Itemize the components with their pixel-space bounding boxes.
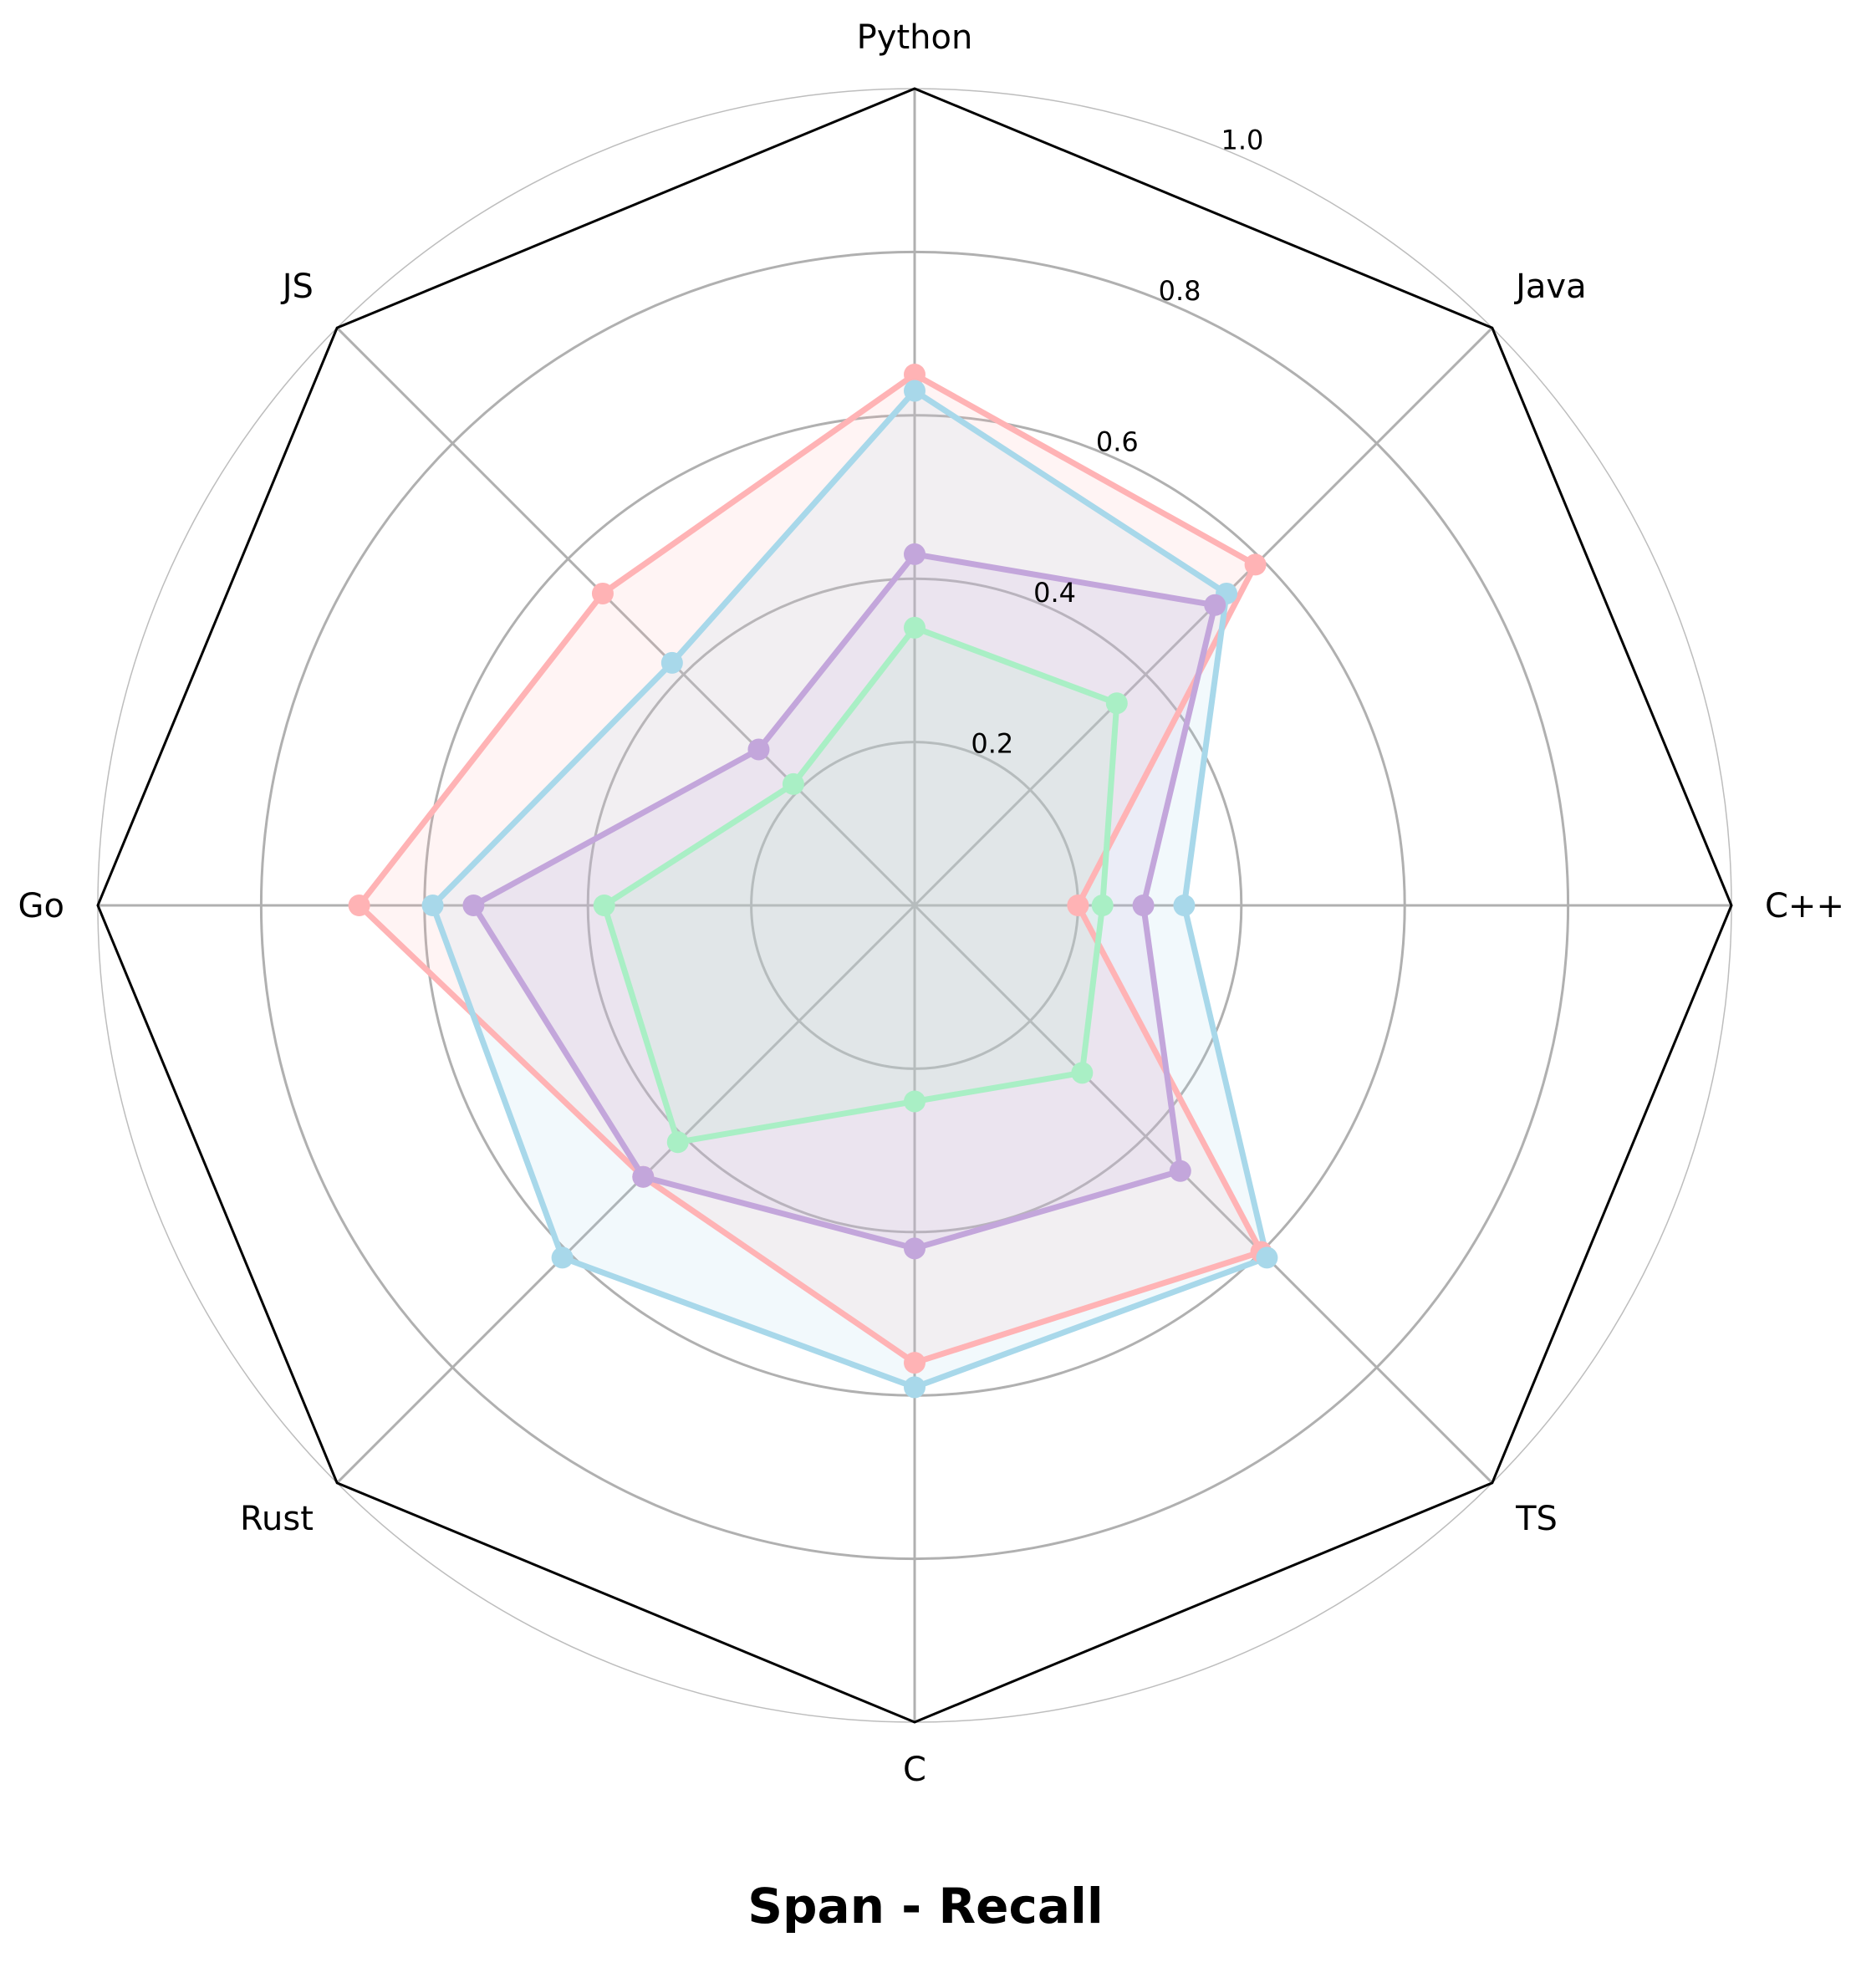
axis-label-java: Java xyxy=(1513,268,1587,306)
series-3-area xyxy=(604,627,1117,1143)
axis-label-rust: Rust xyxy=(240,1500,314,1538)
series-0-point-2 xyxy=(1067,895,1089,916)
r-tick-label-2: 0.6 xyxy=(1096,426,1139,457)
axis-label-go: Go xyxy=(18,887,64,925)
spoke-3 xyxy=(913,904,1493,1484)
r-tick-label-3: 0.8 xyxy=(1159,275,1201,307)
radial-tick-layer: 0.2 0.4 0.6 0.8 1.0 xyxy=(971,124,1263,759)
series-1-point-3 xyxy=(1256,1246,1278,1269)
r-tick-label-0: 0.2 xyxy=(971,728,1013,760)
series-1-point-7 xyxy=(660,651,683,674)
series-3-point-0 xyxy=(904,616,926,639)
series-2-point-2 xyxy=(1132,895,1155,916)
spoke-1 xyxy=(913,327,1493,907)
series-0-point-0 xyxy=(904,363,926,385)
spoke-7 xyxy=(336,327,916,907)
series-2-point-1 xyxy=(1204,594,1226,616)
series-2-point-4 xyxy=(904,1237,926,1260)
series-3-point-4 xyxy=(904,1090,926,1113)
series-2-point-6 xyxy=(462,895,485,916)
series-1-area xyxy=(432,390,1267,1388)
series-3-point-3 xyxy=(1071,1062,1094,1084)
series-1-point-2 xyxy=(1173,895,1196,916)
series-3-point-5 xyxy=(666,1131,689,1154)
chart-title: Span - Recall xyxy=(747,1878,1103,1934)
series-0-point-1 xyxy=(1244,553,1267,576)
axis-label-ts: TS xyxy=(1515,1500,1558,1538)
series-3-point-6 xyxy=(593,895,615,916)
series-fill-layer xyxy=(359,374,1267,1388)
r-tick-label-4: 1.0 xyxy=(1221,124,1263,155)
series-0-area xyxy=(359,374,1262,1364)
spoke-5 xyxy=(336,904,916,1484)
series-1-point-6 xyxy=(421,895,444,916)
series-0-point-4 xyxy=(904,1352,926,1374)
series-point-layer xyxy=(348,363,1278,1399)
series-0-point-7 xyxy=(591,582,614,604)
axis-label-c-: C++ xyxy=(1765,887,1844,925)
series-1-point-5 xyxy=(551,1246,574,1269)
series-0-point-6 xyxy=(348,895,370,916)
axis-label-js: JS xyxy=(280,268,314,306)
axis-label-python: Python xyxy=(857,18,973,57)
series-2-point-3 xyxy=(1169,1160,1191,1182)
series-1-point-4 xyxy=(904,1376,926,1399)
r-tick-label-1: 0.4 xyxy=(1033,577,1076,609)
axis-label-c: C xyxy=(903,1751,926,1789)
outer-frame xyxy=(96,87,1733,1724)
axis-label-layer: Python Java C++ TS C Rust Go JS xyxy=(18,18,1844,1789)
series-2-point-7 xyxy=(747,738,770,761)
grid-layer xyxy=(96,87,1733,1724)
series-3-point-7 xyxy=(782,772,804,795)
series-1-point-0 xyxy=(904,380,926,402)
series-2-point-5 xyxy=(632,1165,655,1188)
series-3-point-1 xyxy=(1105,692,1128,715)
series-3-point-2 xyxy=(1091,895,1114,916)
series-2-point-0 xyxy=(904,543,926,565)
